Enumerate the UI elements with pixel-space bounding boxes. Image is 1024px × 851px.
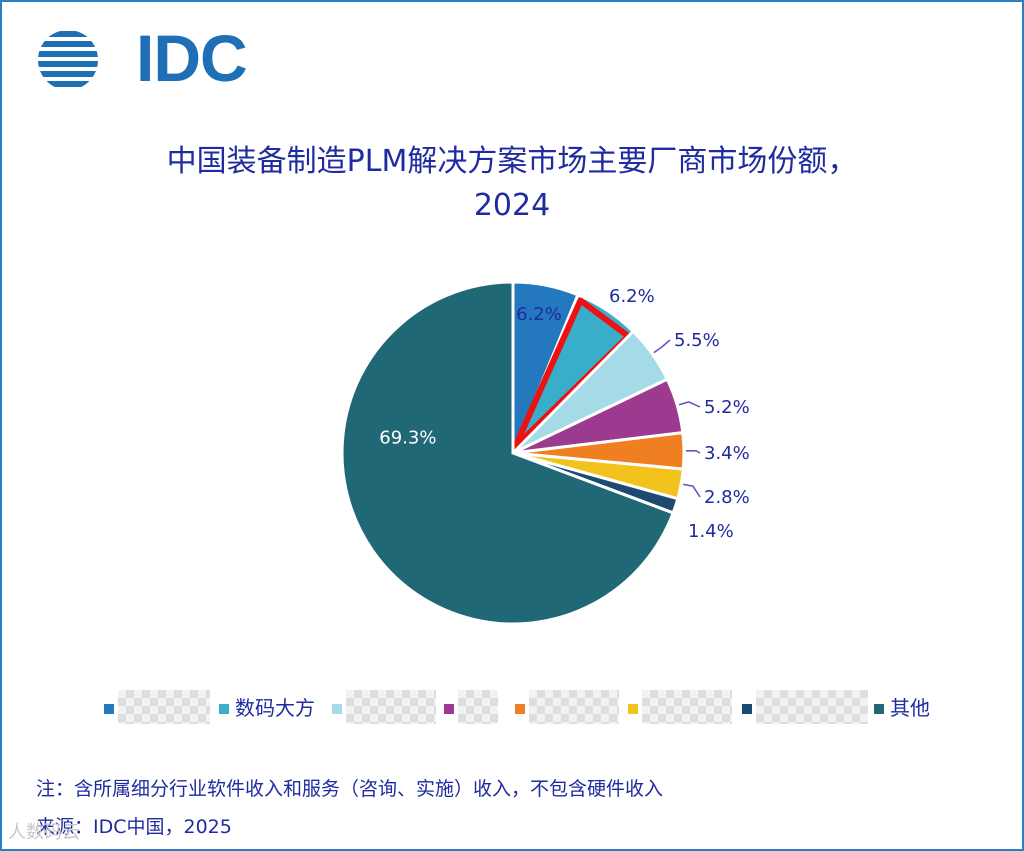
legend-swatch — [515, 704, 525, 714]
footnote: 注：含所属细分行业软件收入和服务（咨询、实施）收入，不包含硬件收入 — [36, 778, 664, 800]
legend-label-redacted — [458, 690, 498, 724]
legend-swatch — [628, 704, 638, 714]
legend-label: 其他 — [890, 696, 930, 720]
legend-label-redacted — [346, 690, 436, 724]
legend-swatch — [444, 704, 454, 714]
chart-title: 中国装备制造PLM解决方案市场主要厂商市场份额， 2024 — [2, 140, 1022, 228]
leader-line-5 — [685, 449, 701, 454]
watermark: 人数码云 — [8, 822, 80, 843]
logo-text: IDC — [136, 21, 248, 95]
slice-label-7: 1.4% — [688, 521, 734, 542]
legend-swatch — [742, 704, 752, 714]
leader-line-3 — [653, 339, 671, 354]
source-note: 来源：IDC中国，2025 — [36, 816, 232, 838]
slice-label-4: 5.2% — [704, 397, 750, 418]
chart-title-line-2: 2024 — [473, 188, 551, 223]
legend-label-redacted — [529, 690, 619, 724]
leader-line-6 — [683, 483, 701, 498]
slice-label-2: 6.2% — [609, 286, 655, 307]
slice-label-5: 3.4% — [704, 443, 750, 464]
slice-label-1: 6.2% — [516, 304, 562, 325]
leader-line-4 — [678, 401, 701, 408]
legend-swatch — [219, 704, 229, 714]
chart-title-line-1: 中国装备制造PLM解决方案市场主要厂商市场份额， — [166, 144, 858, 179]
slice-label-6: 2.8% — [704, 487, 750, 508]
legend-label-redacted — [642, 690, 732, 724]
chart-legend: 数码大方 其他 — [2, 690, 1022, 724]
pie-slice-8 — [340, 280, 676, 626]
slice-label-3: 5.5% — [674, 330, 720, 351]
idc-globe-icon — [38, 31, 98, 87]
legend-swatch — [332, 704, 342, 714]
idc-logo: IDC — [36, 21, 248, 95]
legend-swatch — [874, 704, 884, 714]
legend-label: 数码大方 — [235, 696, 315, 720]
legend-label-redacted — [756, 690, 868, 724]
legend-swatch — [104, 704, 114, 714]
slice-label-8: 69.3% — [379, 427, 436, 448]
pie-chart: 6.2% 6.2% 5.5% 5.2% 3.4% 2.8% 1.4% 69.3% — [340, 280, 750, 626]
legend-label-redacted — [118, 690, 210, 724]
